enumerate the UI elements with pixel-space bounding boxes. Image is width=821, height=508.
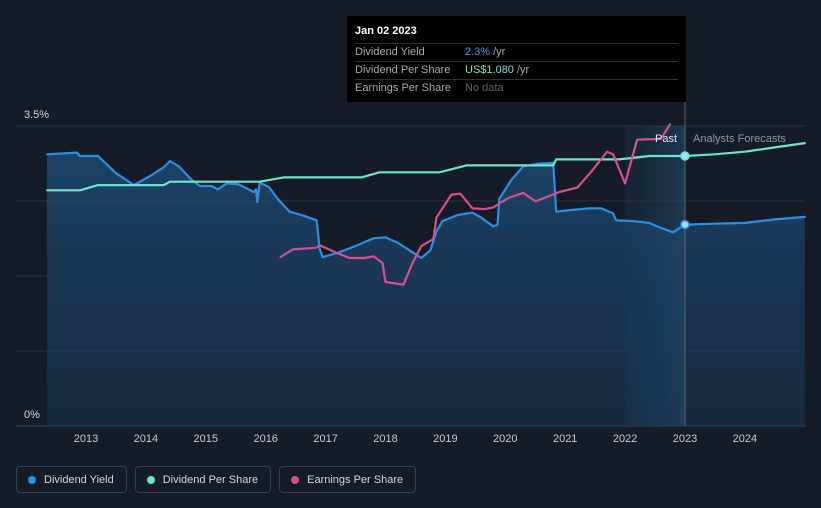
y-tick-label-bottom: 0% — [24, 409, 40, 421]
tooltip-value: No data — [465, 82, 504, 94]
tooltip-date: Jan 02 2023 — [355, 25, 417, 37]
x-tick-label: 2021 — [553, 433, 577, 445]
series-lines — [46, 123, 806, 286]
x-tick-label: 2023 — [673, 433, 697, 445]
dividend-yield-line — [46, 151, 806, 260]
x-tick-label: 2016 — [253, 433, 277, 445]
x-tick-label: 2018 — [373, 433, 397, 445]
tooltip-value: 2.3% — [465, 46, 491, 58]
x-tick-label: 2015 — [194, 433, 218, 445]
y-tick-label-top: 3.5% — [24, 109, 49, 121]
x-tick-label: 2019 — [433, 433, 457, 445]
x-axis: 2013 2014 2015 2016 2017 2018 2019 2020 2021 2022… — [74, 433, 757, 445]
tooltip-label: Dividend Per Share — [355, 64, 451, 76]
legend-dot-icon — [146, 475, 155, 484]
data-tooltip: Jan 02 2023 Dividend Yield 2.3% /yr Divi… — [347, 16, 686, 102]
x-tick-label: 2013 — [74, 433, 98, 445]
tooltip-label: Earnings Per Share — [355, 82, 451, 94]
legend-label: Dividend Per Share — [162, 473, 259, 486]
tooltip-label: Dividend Yield — [355, 46, 425, 58]
legend-item-dividend-yield[interactable]: Dividend Yield — [16, 466, 127, 493]
forecast-label: Analysts Forecasts — [693, 133, 786, 145]
series-marker — [680, 151, 690, 161]
x-tick-label: 2024 — [733, 433, 757, 445]
legend-label: Dividend Yield — [44, 473, 114, 486]
x-tick-label: 2017 — [313, 433, 337, 445]
earnings-per-share-line — [279, 123, 672, 286]
x-tick-label: 2020 — [493, 433, 517, 445]
tooltip-row-dividend-per-share: Dividend Per Share US$1.080 /yr — [355, 61, 678, 79]
dividend-per-share-line — [46, 142, 806, 192]
tooltip-value: US$1.080 — [465, 64, 514, 76]
tooltip-row-earnings-per-share: Earnings Per Share No data — [355, 79, 678, 97]
x-tick-label: 2014 — [134, 433, 158, 445]
legend-dot-icon — [291, 475, 300, 484]
legend-dot-icon — [28, 475, 36, 484]
legend-item-earnings-per-share[interactable]: Earnings Per Share — [279, 466, 417, 493]
past-label: Past — [655, 133, 677, 145]
tooltip-unit: /yr — [516, 64, 530, 76]
legend-label: Earnings Per Share — [307, 473, 404, 486]
forecast-shade — [625, 126, 685, 426]
legend-item-dividend-per-share[interactable]: Dividend Per Share — [134, 466, 272, 493]
tooltip-row-dividend-yield: Dividend Yield 2.3% /yr — [355, 43, 678, 61]
legend: Dividend Yield Dividend Per Share Earnin… — [16, 466, 417, 493]
series-markers[interactable] — [680, 151, 690, 230]
series-marker — [680, 219, 690, 230]
x-tick-label: 2022 — [613, 433, 637, 445]
tooltip-unit: /yr — [493, 46, 506, 58]
